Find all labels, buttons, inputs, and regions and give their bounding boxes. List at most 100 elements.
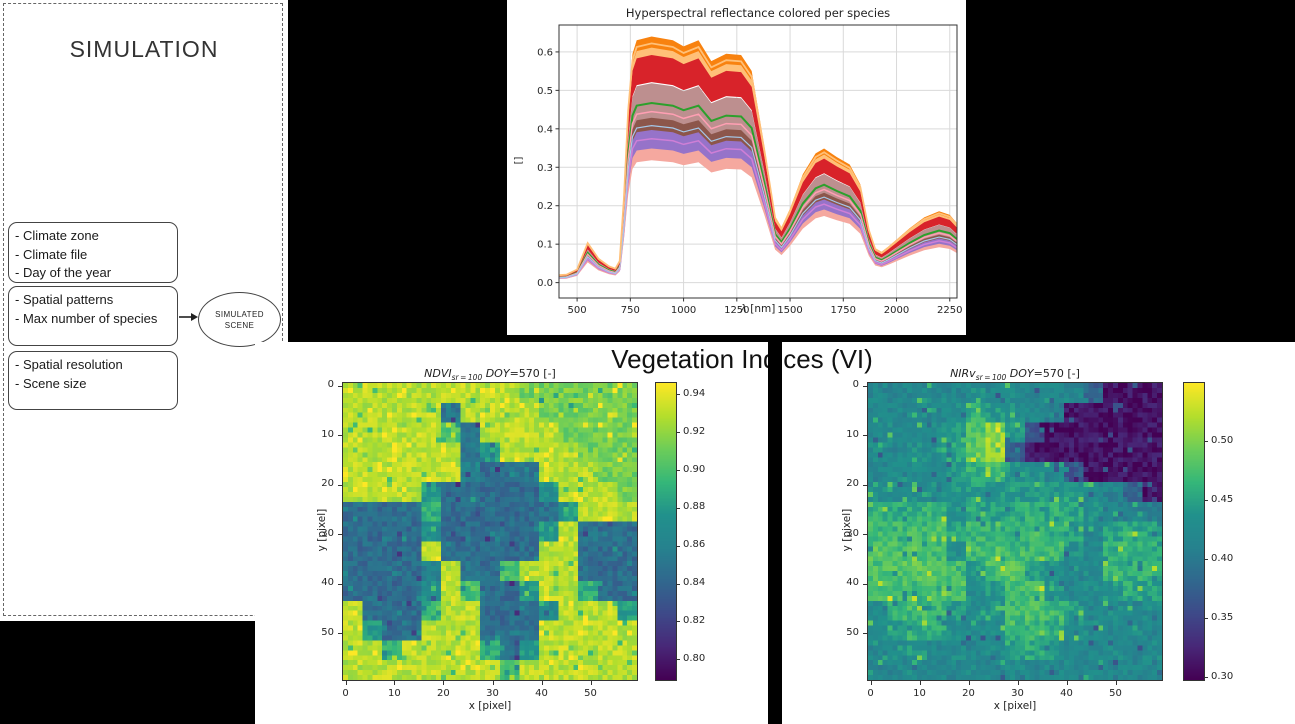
tick-label: 1500 [777,305,802,316]
tick-mark [968,681,970,685]
tick-label: 500 [568,305,587,316]
species-lightorange-line [559,42,957,277]
tick-label: 0.3 [537,163,553,174]
tick-label: 0 [342,688,349,699]
tick-mark [676,621,680,623]
species-orchid [559,137,957,279]
tick-mark [676,507,680,509]
tick-label: 40 [321,577,334,588]
tick-mark [338,484,342,486]
tick-label: 40 [846,577,859,588]
tick-mark [919,681,921,685]
tick-label: 20 [321,478,334,489]
tick-label: 0.1 [537,240,553,251]
tick-label: 0.90 [683,463,706,475]
tick-label: 2000 [884,305,909,316]
x-axis-label: λ [nm] [740,303,776,315]
tick-label: 0 [327,379,334,390]
tick-mark [863,385,867,387]
tick-mark [1115,681,1117,685]
tick-label: 40 [1060,688,1073,699]
scene-node-label: SIMULATED [215,309,264,319]
tick-mark [870,681,872,685]
tick-mark [676,545,680,547]
tick-mark [676,659,680,661]
tick-label: 0.45 [1211,493,1234,505]
tick-label: 0.92 [683,425,706,437]
tick-label: 0.88 [683,501,706,513]
simulation-panel: SIMULATION - Climate zone - Climate file… [0,0,288,621]
tick-label: 0.30 [1211,670,1234,682]
tick-label: 0.84 [683,577,706,588]
tick-mark [394,681,396,685]
tick-label: 0.6 [537,47,553,58]
scene-node-label: SCENE [224,320,255,330]
tick-label: 0.86 [683,539,706,551]
nirv-heatmap [867,382,1163,681]
tick-mark [492,681,494,685]
tick-mark [1204,559,1208,561]
tick-label: 30 [1011,688,1024,699]
tick-mark [676,470,680,471]
series-group [559,36,957,279]
simulated-scene-node: SIMULATED SCENE [198,292,281,347]
parameter-line: - Spatial patterns [15,292,114,307]
tick-mark [863,435,867,436]
tick-label: 0.5 [537,86,553,97]
tick-label: 0.82 [683,614,706,626]
spectral-chart: 500 750 1000 1250 1500 1750 2000 2250 0.0 0.1 0.2 0… [537,24,962,316]
ndvi-title: NDVIsr = 100 DOY=570 [-] [424,367,556,383]
chart-title: Hyperspectral reflectance colored per sp… [625,6,891,20]
tick-label: 1000 [671,305,696,316]
species-pink [559,110,957,279]
tick-label: 750 [621,305,640,316]
tick-label: 40 [535,688,548,699]
tick-label: 50 [584,688,597,699]
parameter-box-spatial-patterns: - Spatial patterns - Max number of speci… [8,286,178,346]
tick-label: 0.2 [537,201,553,212]
tick-mark [863,583,867,585]
flow-arrow-icon [179,313,198,321]
nirv-title: NIRvsr = 100 DOY=570 [-] [950,367,1080,383]
black-occlusion-bar [768,342,782,724]
tick-mark [1204,500,1208,502]
tick-label: 1750 [831,305,856,316]
ndvi-heatmap [342,382,638,681]
lambda-symbol: λ [740,303,747,315]
tick-mark [338,534,342,535]
tick-mark [676,432,680,434]
tick-mark [863,534,867,535]
parameter-line: - Spatial resolution [15,357,123,372]
spectral-figure: Hyperspectral reflectance colored per sp… [507,0,966,335]
tick-label: 1250 [724,305,749,316]
tick-mark [345,681,347,685]
species-lightblue [559,124,957,279]
tick-label: 20 [846,478,859,489]
tick-mark [1204,677,1208,679]
tick-mark [1204,441,1208,443]
tick-mark [338,385,342,387]
tick-label: 0.35 [1211,611,1234,623]
tick-mark [863,633,867,634]
parameter-line: - Climate zone [15,228,99,243]
parameter-box-climate: - Climate zone - Climate file - Day of t… [8,222,178,283]
tick-label: 30 [846,527,859,539]
tick-mark [1017,681,1019,685]
tick-mark [863,484,867,486]
tick-label: 10 [913,688,926,699]
dashed-border [3,3,283,616]
ndvi-colorbar [655,382,677,681]
tick-mark [590,681,592,685]
tick-mark [338,435,342,436]
parameter-line: - Day of the year [15,265,112,280]
tick-label: 0.94 [683,387,706,399]
y-axis-label: [] [513,156,525,165]
parameter-line: - Max number of species [15,310,158,326]
nirv-colorbar [1183,382,1205,681]
tick-label: 2250 [937,305,962,316]
tick-mark [676,583,680,585]
tick-label: 0.50 [1211,434,1234,446]
tick-label: 20 [962,688,975,699]
tick-label: 10 [846,428,859,440]
tick-label: 0.0 [537,278,553,289]
